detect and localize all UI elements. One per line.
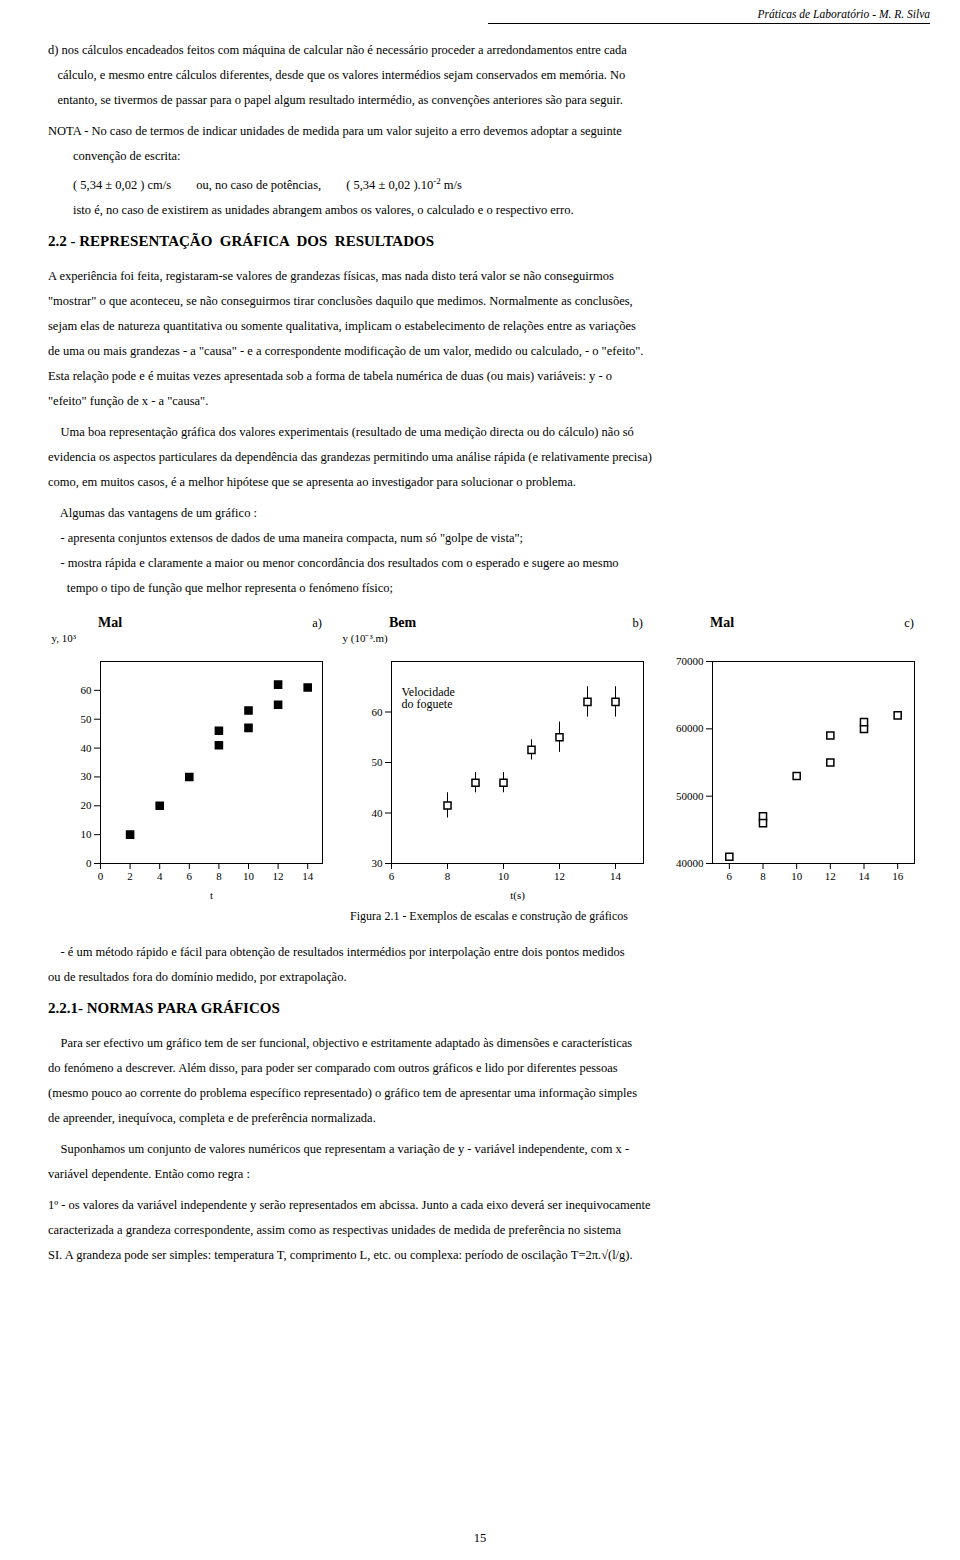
html-text:(mesmo pouco ao corrente do pr: (mesmo pouco ao corrente do problema esp… <box>48 1086 637 1101</box>
svg-text:Velocidadedo foguete: Velocidadedo foguete <box>402 685 455 711</box>
html-text:a): a) <box>312 616 322 631</box>
html-text:Figura 2.1 - Exemplos de escal: Figura 2.1 - Exemplos de escalas e const… <box>350 909 628 924</box>
html-text:Suponhamos um conjunto de valo: Suponhamos um conjunto de valores numéri… <box>48 1142 630 1157</box>
svg-text:y (10⁻³.m): y (10⁻³.m) <box>343 632 389 645</box>
html-text:tempo o tipo de função que mel: tempo o tipo de função que melhor repres… <box>48 581 393 596</box>
html-text:Esta relação pode e é muitas v: Esta relação pode e é muitas vezes apres… <box>48 369 612 384</box>
html-text:entanto, se tivermos de passar: entanto, se tivermos de passar para o pa… <box>48 93 623 107</box>
html-text:Práticas de Laboratório - M. R: Práticas de Laboratório - M. R. Silva <box>757 8 930 20</box>
svg-text:6: 6 <box>389 870 395 882</box>
html-text:Mal: Mal <box>710 615 735 631</box>
svg-text:50: 50 <box>372 756 384 768</box>
html-text:sejam elas de natureza quantit: sejam elas de natureza quantitativa ou s… <box>48 319 636 334</box>
svg-text:60: 60 <box>372 706 384 718</box>
html-text:"mostrar" o que aconteceu, se: "mostrar" o que aconteceu, se não conseg… <box>48 294 633 309</box>
svg-text:50: 50 <box>81 713 93 725</box>
svg-text:t(s): t(s) <box>510 889 525 902</box>
svg-text:16: 16 <box>892 870 904 882</box>
html-text:caracterizada a grandeza corre: caracterizada a grandeza correspondente,… <box>48 1223 621 1238</box>
svg-text:8: 8 <box>445 870 451 882</box>
html-text:Uma boa representação gráfica: Uma boa representação gráfica dos valore… <box>48 425 634 440</box>
svg-text:y, 10³: y, 10³ <box>52 632 77 644</box>
svg-text:30: 30 <box>372 857 384 869</box>
svg-text:70000: 70000 <box>676 655 704 667</box>
svg-text:10: 10 <box>498 870 510 882</box>
svg-text:12: 12 <box>825 870 836 882</box>
html-text:ou de resultados fora do domín: ou de resultados fora do domínio medido,… <box>48 970 347 985</box>
html-text:Algumas das vantagens de um gr: Algumas das vantagens de um gráfico : <box>48 506 257 521</box>
html-text:d) nos cálculos encadeados fei: d) nos cálculos encadeados feitos com má… <box>48 43 627 57</box>
svg-text:0: 0 <box>98 870 104 882</box>
html-text:do fenómeno a descrever. Além: do fenómeno a descrever. Além disso, par… <box>48 1061 618 1076</box>
html-text:b): b) <box>632 616 643 631</box>
svg-text:40: 40 <box>372 807 384 819</box>
html-text:de uma ou mais grandezas - a ": de uma ou mais grandezas - a "causa" - e… <box>48 344 644 359</box>
svg-text:20: 20 <box>81 799 93 811</box>
html-text:cálculo, e mesmo entre cálculo: cálculo, e mesmo entre cálculos diferent… <box>48 68 626 82</box>
svg-text:2: 2 <box>127 870 133 882</box>
svg-text:60: 60 <box>81 684 93 696</box>
html-text:SI. A grandeza pode ser simple: SI. A grandeza pode ser simples: tempera… <box>48 1248 633 1263</box>
svg-text:40000: 40000 <box>676 857 704 869</box>
svg-text:10: 10 <box>243 870 255 882</box>
svg-text:6: 6 <box>727 870 733 882</box>
html-text:de apreender, inequívoca, comp: de apreender, inequívoca, completa e de … <box>48 1111 376 1126</box>
html-text:A experiência foi feita, regis: A experiência foi feita, registaram-se v… <box>48 269 614 284</box>
svg-text:10: 10 <box>791 870 803 882</box>
html-text:Bem: Bem <box>389 615 417 631</box>
svg-text:14: 14 <box>859 870 871 882</box>
svg-text:40: 40 <box>81 742 93 754</box>
html-text:c): c) <box>904 616 914 631</box>
html-text:como, em muitos casos, é a mel: como, em muitos casos, é a melhor hipóte… <box>48 475 576 490</box>
svg-text:50000: 50000 <box>676 790 704 802</box>
html-text:convenção de escrita:: convenção de escrita: <box>48 149 181 163</box>
svg-text:0: 0 <box>86 857 92 869</box>
html-text:- apresenta conjuntos extensos: - apresenta conjuntos extensos de dados … <box>48 531 523 546</box>
html-text:2.2.1- NORMAS PARA GRÁFICOS: 2.2.1- NORMAS PARA GRÁFICOS <box>48 1000 280 1017</box>
html-text:( 5,34 ± 0,02 ) cm/s ou, no ca: ( 5,34 ± 0,02 ) cm/s ou, no caso de potê… <box>48 176 462 193</box>
html-text:isto é, no caso de existirem a: isto é, no caso de existirem as unidades… <box>48 203 574 218</box>
html-text:NOTA - No caso de termos de in: NOTA - No caso de termos de indicar unid… <box>48 124 622 138</box>
svg-text:6: 6 <box>187 870 193 882</box>
svg-text:8: 8 <box>760 870 766 882</box>
html-text:- é um método rápido e fácil p: - é um método rápido e fácil para obtenç… <box>48 945 625 960</box>
svg-text:4: 4 <box>157 870 163 882</box>
html-text:2.2 - REPRESENTAÇÃO GRÁFICA DO: 2.2 - REPRESENTAÇÃO GRÁFICA DOS RESULTAD… <box>48 233 434 250</box>
svg-text:8: 8 <box>216 870 222 882</box>
svg-text:12: 12 <box>273 870 284 882</box>
svg-text:14: 14 <box>610 870 622 882</box>
svg-text:60000: 60000 <box>676 723 704 735</box>
svg-text:t: t <box>210 889 213 901</box>
html-text:15: 15 <box>473 1531 487 1545</box>
html-text:Para ser efectivo um gráfico t: Para ser efectivo um gráfico tem de ser … <box>48 1036 633 1051</box>
html-text:variável dependente. Então com: variável dependente. Então como regra : <box>48 1167 250 1182</box>
svg-text:14: 14 <box>302 870 314 882</box>
html-text:evidencia os aspectos particul: evidencia os aspectos particulares da de… <box>48 450 652 465</box>
svg-text:30: 30 <box>81 771 93 783</box>
svg-text:12: 12 <box>554 870 565 882</box>
html-text:1º - os valores da variável in: 1º - os valores da variável independente… <box>48 1198 651 1213</box>
html-text:- mostra rápida e claramente a: - mostra rápida e claramente a maior ou … <box>48 556 619 571</box>
svg-text:10: 10 <box>81 828 93 840</box>
html-text:Mal: Mal <box>98 615 123 631</box>
html-text:"efeito" função de x - a "caus: "efeito" função de x - a "causa". <box>48 394 209 409</box>
